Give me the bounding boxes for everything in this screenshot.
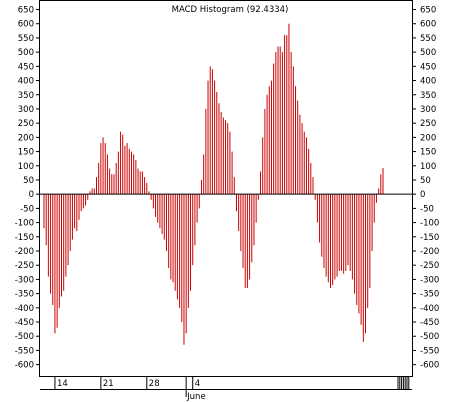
- y-tick-label: -150: [15, 233, 34, 243]
- y-tick-label: -400: [420, 304, 439, 314]
- y-tick-label: -500: [15, 332, 34, 342]
- chart-title: MACD Histogram (92.4334): [172, 5, 289, 15]
- y-tick-label: -350: [15, 290, 34, 300]
- y-tick-label: -250: [420, 261, 439, 271]
- y-tick-label: 150: [18, 148, 34, 158]
- y-tick-label: 400: [420, 77, 436, 87]
- x-tick-label: 4: [195, 379, 200, 389]
- y-tick-label: 350: [420, 91, 436, 101]
- x-tick-label: 14: [57, 379, 68, 389]
- y-tick-label: -600: [15, 361, 34, 371]
- x-tick-label: 28: [149, 379, 160, 389]
- y-tick-label: 50: [23, 176, 34, 186]
- y-tick-label: 300: [18, 105, 34, 115]
- y-tick-label: -300: [420, 275, 439, 285]
- y-tick-label: 600: [420, 20, 436, 30]
- y-tick-label: 550: [18, 34, 34, 44]
- y-tick-label: 100: [18, 162, 34, 172]
- y-tick-label: -450: [15, 318, 34, 328]
- y-tick-label: 250: [18, 119, 34, 129]
- y-tick-label: -300: [15, 275, 34, 285]
- y-tick-label: -50: [20, 204, 34, 214]
- y-tick-label: 250: [420, 119, 436, 129]
- y-tick-label: -450: [420, 318, 439, 328]
- y-tick-label: -600: [420, 361, 439, 371]
- y-tick-label: 100: [420, 162, 436, 172]
- y-tick-label: -100: [420, 219, 439, 229]
- y-tick-label: -400: [15, 304, 34, 314]
- bar-series: [43, 23, 384, 345]
- month-label: June: [186, 392, 206, 402]
- plot-frame: [39, 0, 413, 377]
- y-tick-label: -150: [420, 233, 439, 243]
- y-tick-label: 450: [420, 62, 436, 72]
- y-tick-label: -250: [15, 261, 34, 271]
- y-tick-label: 200: [18, 133, 34, 143]
- y-tick-label: 500: [420, 48, 436, 58]
- y-tick-label: 350: [18, 91, 34, 101]
- left-y-axis: 650600550500450400350300250200150100500-…: [15, 6, 40, 371]
- right-y-axis: 650600550500450400350300250200150100500-…: [412, 6, 439, 371]
- y-tick-label: 200: [420, 133, 436, 143]
- x-axis: 14 21 28 4 June: [40, 377, 412, 402]
- y-tick-label: -200: [420, 247, 439, 257]
- y-tick-label: -550: [420, 346, 439, 356]
- y-tick-label: -500: [420, 332, 439, 342]
- x-tick-label: 21: [103, 379, 114, 389]
- y-tick-label: 400: [18, 77, 34, 87]
- y-tick-label: -350: [420, 290, 439, 300]
- y-tick-label: -550: [15, 346, 34, 356]
- y-tick-label: 300: [420, 105, 436, 115]
- y-tick-label: 650: [420, 6, 436, 16]
- y-tick-label: -200: [15, 247, 34, 257]
- y-tick-label: 650: [18, 6, 34, 16]
- y-tick-label: -100: [15, 219, 34, 229]
- y-tick-label: 0: [29, 190, 34, 200]
- y-tick-label: 550: [420, 34, 436, 44]
- y-tick-label: 600: [18, 20, 34, 30]
- y-tick-label: 500: [18, 48, 34, 58]
- y-tick-label: 50: [420, 176, 431, 186]
- y-tick-label: 0: [420, 190, 425, 200]
- y-tick-label: 150: [420, 148, 436, 158]
- y-tick-label: 450: [18, 62, 34, 72]
- y-tick-label: -50: [420, 204, 434, 214]
